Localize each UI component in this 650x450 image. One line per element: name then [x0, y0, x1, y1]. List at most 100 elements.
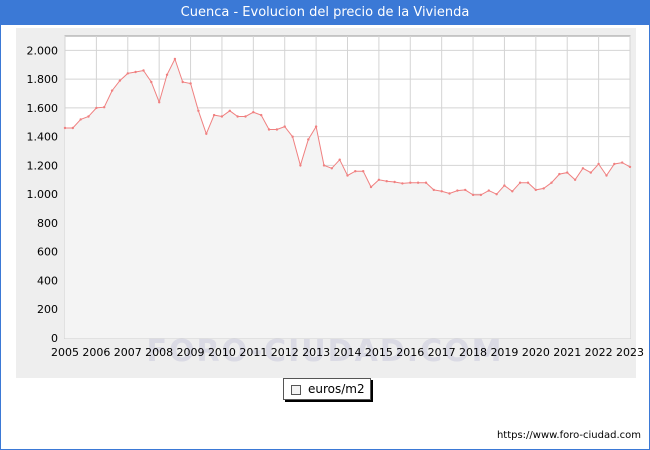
data-point — [589, 171, 592, 174]
data-point — [181, 80, 184, 84]
data-point — [330, 167, 333, 170]
data-point — [354, 170, 357, 173]
y-tick-label: 2.000 — [27, 44, 59, 57]
data-point — [165, 73, 169, 77]
data-point — [291, 135, 294, 138]
data-point — [597, 162, 600, 166]
data-point — [369, 185, 373, 189]
data-point — [252, 111, 255, 114]
x-tick-label: 2010 — [208, 346, 236, 359]
y-tick-label: 800 — [37, 217, 58, 230]
y-tick-label: 1.800 — [27, 73, 59, 86]
data-point — [581, 167, 585, 170]
data-point — [456, 189, 459, 192]
data-point — [573, 178, 577, 181]
y-tick-label: 0 — [51, 332, 58, 345]
data-point — [558, 172, 561, 176]
x-tick-label: 2018 — [459, 346, 487, 359]
y-tick-label: 1.200 — [27, 159, 59, 172]
data-point — [628, 165, 632, 169]
data-point — [385, 180, 388, 183]
data-point — [150, 80, 153, 84]
x-tick-label: 2022 — [585, 346, 613, 359]
y-tick-label: 1.600 — [27, 102, 59, 115]
x-axis-ticks: 2005 2006 2007 2008 2009 2010 2011 2012 2013 2014… — [51, 346, 644, 359]
x-tick-label: 2020 — [522, 346, 550, 359]
data-point — [212, 113, 216, 117]
data-point — [432, 188, 435, 192]
data-point — [542, 187, 545, 190]
x-tick-label: 2023 — [616, 346, 644, 359]
x-tick-label: 2011 — [239, 346, 267, 359]
data-point — [205, 132, 208, 135]
x-tick-label: 2013 — [302, 346, 330, 359]
x-tick-label: 2007 — [114, 346, 142, 359]
data-point — [236, 115, 239, 118]
data-point — [173, 57, 177, 61]
data-point — [424, 181, 428, 184]
data-point — [377, 178, 381, 181]
y-axis-ticks: 0 200 400 600 800 1.000 1.200 1.400 1.600 1.800 2.… — [27, 44, 59, 345]
x-tick-label: 2008 — [145, 346, 173, 359]
watermark: FORO-CIUDAD.COM — [146, 334, 504, 369]
data-point — [103, 106, 106, 109]
data-point — [362, 170, 365, 173]
data-point — [79, 118, 82, 121]
y-tick-label: 1.400 — [27, 131, 59, 144]
x-tick-label: 2017 — [428, 346, 456, 359]
data-point — [534, 188, 537, 192]
data-point — [126, 72, 129, 75]
data-point — [613, 162, 616, 166]
data-point — [228, 109, 231, 113]
x-tick-label: 2014 — [334, 346, 362, 359]
data-point — [448, 192, 451, 195]
y-tick-label: 400 — [37, 274, 58, 287]
data-point — [322, 164, 326, 167]
legend: euros/m2 — [283, 378, 371, 400]
data-point — [511, 190, 514, 193]
data-point — [605, 174, 608, 177]
data-point — [621, 161, 624, 164]
data-point — [283, 125, 286, 128]
data-point — [495, 193, 498, 196]
legend-label: euros/m2 — [308, 382, 365, 396]
y-tick-label: 600 — [37, 246, 58, 259]
data-point — [244, 115, 247, 118]
x-tick-label: 2021 — [553, 346, 581, 359]
data-point — [189, 82, 192, 85]
legend-swatch — [291, 385, 301, 395]
y-tick-label: 1.000 — [27, 188, 59, 201]
data-point — [110, 89, 114, 92]
x-tick-label: 2015 — [365, 346, 393, 359]
data-point — [409, 181, 412, 184]
data-point — [526, 181, 530, 184]
data-point — [401, 182, 404, 185]
x-tick-label: 2016 — [396, 346, 424, 359]
data-point — [338, 158, 341, 161]
data-point — [71, 126, 75, 130]
data-point — [158, 101, 161, 104]
data-point — [260, 113, 263, 117]
footer-url[interactable]: https://www.foro-ciudad.com — [496, 430, 641, 441]
data-point — [346, 174, 349, 177]
data-point — [267, 128, 271, 131]
x-tick-label: 2012 — [271, 346, 299, 359]
data-point — [118, 79, 122, 82]
data-point — [307, 138, 310, 141]
data-point — [566, 171, 569, 174]
data-point — [518, 181, 522, 184]
data-point — [275, 128, 279, 131]
data-point — [314, 125, 318, 128]
x-tick-label: 2006 — [82, 346, 110, 359]
x-tick-label: 2019 — [490, 346, 518, 359]
data-point — [142, 69, 145, 72]
data-point — [87, 115, 90, 118]
data-point — [134, 70, 137, 74]
data-point — [464, 188, 467, 192]
data-point — [393, 180, 396, 184]
data-point — [416, 181, 420, 184]
x-tick-label: 2009 — [177, 346, 205, 359]
data-point — [487, 189, 490, 192]
data-point — [63, 126, 67, 130]
